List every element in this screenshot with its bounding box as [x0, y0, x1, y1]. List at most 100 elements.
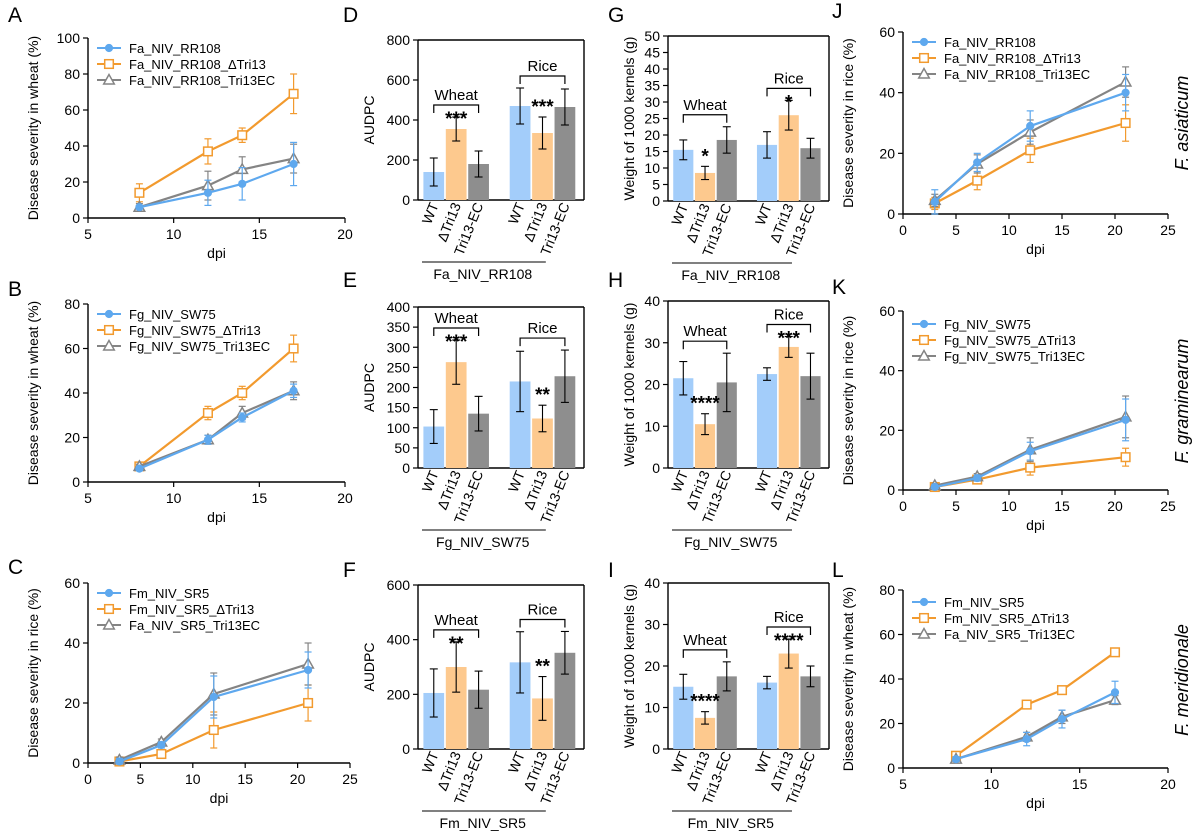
panel-label: C: [8, 556, 23, 579]
y-axis-title: Weight of 1000 kernels (g): [621, 303, 637, 467]
y-tick-label: 60: [879, 627, 895, 643]
series-line: [934, 415, 1126, 487]
y-tick-label: 20: [879, 716, 895, 732]
x-tick-label: 20: [337, 490, 353, 506]
bar: [532, 133, 553, 200]
y-axis-title: Disease severity in wheat (%): [840, 587, 856, 771]
x-tick-label: 10: [166, 490, 182, 506]
y-tick-label: 10: [644, 418, 660, 434]
data-point: [1109, 647, 1121, 658]
y-tick-label: 0: [402, 460, 410, 476]
y-tick-label: 0: [72, 755, 80, 771]
comparison-bracket: [433, 104, 480, 113]
series-square: [134, 73, 299, 203]
y-tick-label: 0: [402, 741, 410, 757]
panel-label: F: [343, 559, 356, 582]
data-point: [135, 203, 144, 212]
x-tick-label: 15: [1072, 776, 1088, 792]
y-tick-label: 400: [387, 299, 411, 315]
y-tick-label: 5: [652, 177, 660, 193]
panel-K: K 0 20 40 60 0 5 10 15 20 25 dpi Disease severity in…: [832, 276, 1176, 533]
data-point: [973, 158, 982, 167]
comparison-bracket: [766, 87, 812, 97]
legend-entry: Fa_NIV_SR5_Tri13EC: [912, 626, 1075, 642]
data-point: [157, 740, 166, 750]
category-label: WT: [752, 201, 775, 228]
legend-label: Fg_NIV_SW75_Tri13EC: [129, 339, 270, 354]
data-point: [1121, 88, 1130, 97]
data-point: [202, 146, 213, 157]
x-tick-label: 0: [899, 498, 907, 514]
significance-stars: *: [785, 92, 793, 113]
data-point: [1110, 688, 1120, 697]
comparison-bracket: [519, 618, 566, 628]
bar: [509, 106, 531, 200]
series-circle: [135, 383, 298, 473]
y-tick-label: 20: [644, 127, 660, 143]
data-point: [930, 482, 939, 492]
legend-label: Fa_NIV_SR5_Tri13EC: [944, 627, 1075, 642]
bar: [673, 686, 694, 749]
y-tick-label: 20: [64, 695, 80, 711]
series-line: [138, 347, 295, 468]
legend-marker: [102, 617, 116, 630]
significance-stars: ****: [774, 631, 804, 652]
x-tick-label: 5: [137, 771, 145, 787]
series-triangle: [132, 143, 301, 212]
x-axis-title: dpi: [207, 245, 226, 261]
legend-marker: [919, 597, 929, 607]
category-label: WT: [668, 749, 691, 776]
bar: [468, 689, 489, 749]
y-tick-label: 0: [652, 741, 660, 757]
bar: [673, 378, 694, 468]
y-tick-label: 200: [387, 686, 411, 702]
y-tick-label: 0: [652, 460, 660, 476]
strain-label: Fm_NIV_SR5: [688, 815, 775, 831]
bar: [756, 374, 778, 468]
y-tick-label: 0: [72, 474, 80, 490]
panel-label: G: [608, 4, 624, 27]
data-point: [115, 757, 124, 766]
data-point: [973, 473, 982, 483]
data-point: [1057, 714, 1067, 724]
group-label: Rice: [527, 58, 557, 75]
data-point: [289, 386, 298, 395]
y-tick-label: 40: [644, 293, 660, 309]
panel-D: D0200400600800AUDPCWTΔTri13Tri13-ECWheat…: [343, 4, 585, 282]
comparison-bracket: [682, 340, 728, 350]
y-tick-label: 0: [652, 193, 660, 209]
panel-label: J: [832, 0, 843, 23]
legend-entry: Fm_NIV_SR5_ΔTri13: [912, 611, 1069, 626]
data-point: [1025, 462, 1036, 473]
data-point: [303, 665, 313, 675]
x-tick-label: 25: [342, 771, 358, 787]
data-point: [1056, 685, 1068, 696]
data-point: [203, 435, 213, 444]
panel-label: E: [343, 269, 357, 292]
y-tick-label: 50: [644, 28, 660, 44]
panel-label: D: [343, 4, 358, 27]
x-axis-title: dpi: [1026, 517, 1045, 533]
legend-entry: Fa_NIV_RR108_ΔTri13: [912, 51, 1081, 66]
y-tick-label: 20: [644, 377, 660, 393]
bar: [694, 717, 716, 749]
legend-entry: Fm_NIV_SR5_ΔTri13: [97, 602, 254, 617]
series-square: [134, 334, 299, 472]
series-line: [138, 389, 295, 470]
data-point: [930, 197, 939, 206]
legend-entry: Fg_NIV_SW75: [97, 307, 216, 322]
significance-stars: ***: [531, 97, 554, 118]
panel-label: L: [832, 559, 844, 582]
x-tick-label: 20: [337, 226, 353, 242]
panel-F: F0200400600AUDPCWTΔTri13Tri13-ECWheat**W…: [343, 559, 585, 831]
comparison-bracket: [433, 629, 480, 638]
y-axis-title: AUDPC: [361, 642, 377, 691]
y-tick-label: 80: [64, 66, 80, 82]
series-line: [119, 662, 309, 762]
bar: [509, 381, 531, 468]
category-label: WT: [505, 468, 528, 495]
bar: [554, 652, 576, 749]
